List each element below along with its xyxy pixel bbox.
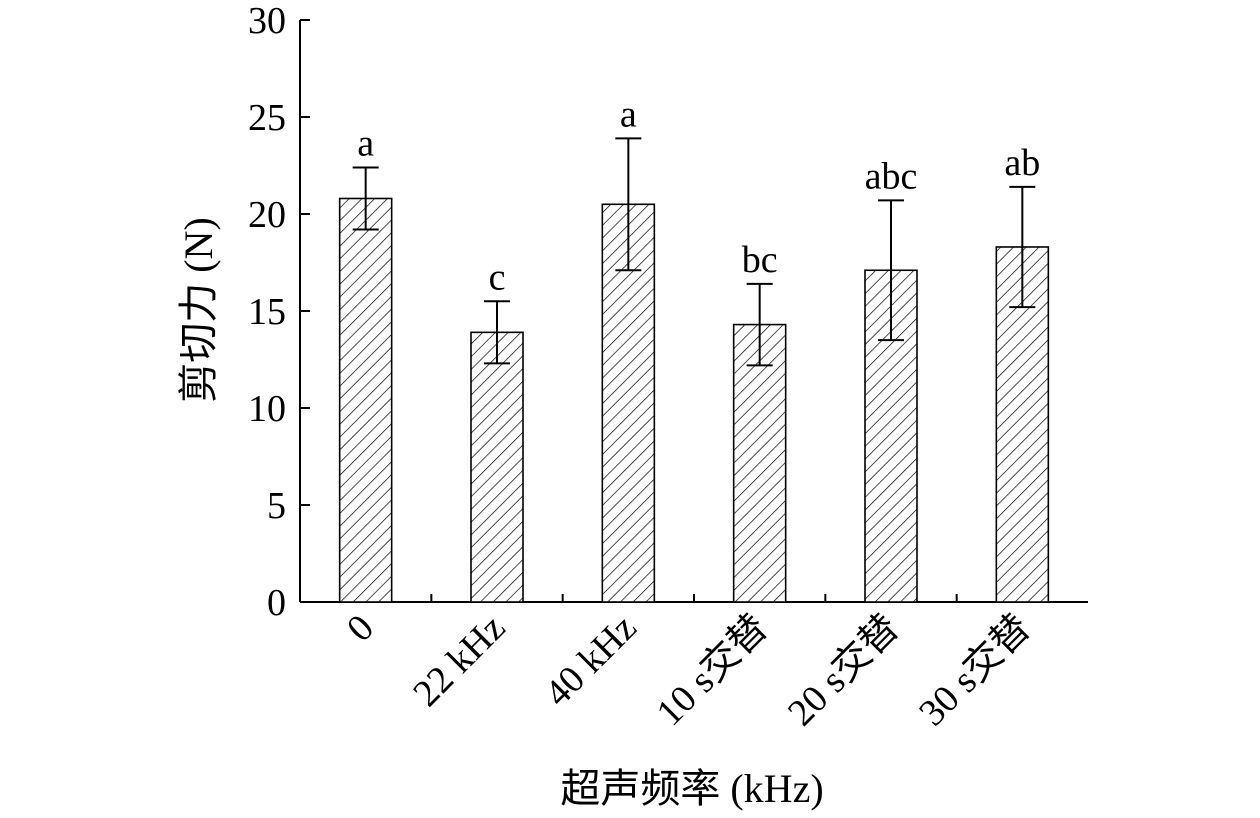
y-tick-label: 5 (267, 485, 286, 527)
x-category-label: 20 s交替 (780, 607, 907, 734)
y-tick-label: 30 (248, 0, 286, 42)
significance-label: a (357, 122, 374, 164)
bar (732, 323, 787, 603)
x-category-label: 40 kHz (537, 607, 645, 715)
bar (470, 331, 524, 603)
significance-label: bc (742, 239, 778, 281)
significance-label: c (489, 256, 506, 298)
y-axis-title: 剪切力 (N) (176, 217, 221, 403)
x-category-label: 30 s交替 (911, 607, 1038, 734)
bar (338, 197, 393, 603)
y-tick-label: 10 (248, 388, 286, 430)
bar (864, 269, 918, 603)
significance-label: ab (1004, 142, 1040, 184)
y-tick-label: 15 (248, 291, 286, 333)
plot-area: 0 5 10 15 20 25 30 a 0 c 22 kHz a 40 kHz bc 10 s交替 abc 2… (248, 0, 1088, 734)
x-category-label: 10 s交替 (649, 607, 776, 734)
significance-label: abc (865, 155, 918, 197)
x-category-label: 0 (339, 607, 382, 650)
x-category-label: 22 kHz (405, 607, 513, 715)
significance-label: a (620, 93, 637, 135)
y-tick-label: 20 (248, 194, 286, 236)
y-tick-label: 0 (267, 582, 286, 624)
y-tick-label: 25 (248, 97, 286, 139)
x-axis-title: 超声频率 (kHz) (560, 766, 823, 811)
